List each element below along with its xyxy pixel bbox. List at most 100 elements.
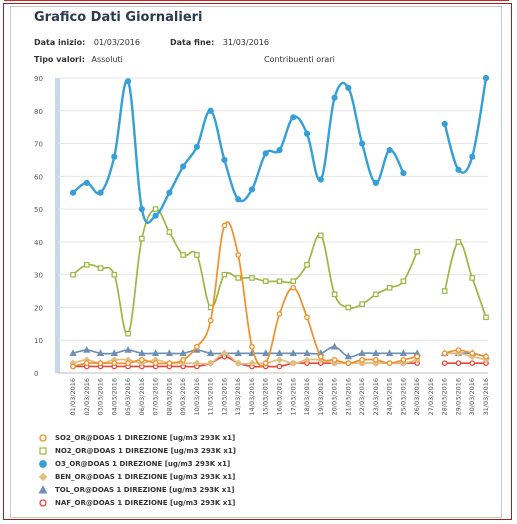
x-tick-label: 04/03/2016 [110,378,118,415]
legend-item[interactable]: TOL_OR@DOAS 1 DIREZIONE [ug/m3 293K x1] [38,483,236,496]
legend-item[interactable]: SO2_OR@DOAS 1 DIREZIONE [ug/m3 293K x1] [38,431,236,444]
data-point [262,278,269,285]
legend-marker-icon [38,484,48,493]
data-point [468,353,476,361]
data-point [331,357,338,363]
chart-legend: SO2_OR@DOAS 1 DIREZIONE [ug/m3 293K x1] N… [38,431,236,509]
legend-item[interactable]: O3_OR@DOAS 1 DIREZIONE [ug/m3 293K x1] [38,457,236,470]
legend-item[interactable]: NO2_OR@DOAS 1 DIREZIONE [ug/m3 293K x1] [38,444,236,457]
start-date-value: 01/03/2016 [93,38,140,47]
data-point [207,317,214,324]
x-tick-label: 28/03/2016 [441,378,449,415]
data-point [97,189,104,196]
data-point [97,360,104,367]
data-point [194,252,200,258]
data-point [345,304,352,311]
data-point [180,357,186,363]
data-point [454,349,462,357]
series-line [72,355,418,368]
x-tick-label: 29/03/2016 [454,378,462,415]
legend-marker-icon [39,433,47,442]
y-tick-label: 80 [34,108,43,116]
data-point [289,349,297,357]
data-point [469,153,476,160]
data-point [359,140,366,147]
data-point [386,147,393,154]
data-point [69,189,77,196]
x-tick-label: 23/03/2016 [372,378,380,415]
legend-label: TOL_OR@DOAS 1 DIREZIONE [ug/m3 293K x1] [55,485,235,494]
legend-marker-icon [39,459,47,468]
series-line [72,345,418,358]
data-point [193,143,200,150]
y-tick-label: 40 [34,239,43,247]
data-point [221,271,228,278]
data-point [235,275,242,281]
data-point [385,349,394,357]
data-point [317,353,324,360]
data-point [455,166,462,173]
data-point [207,107,214,114]
data-point [234,349,242,357]
outer-frame [3,3,512,520]
data-point [276,363,283,370]
x-tick-label: 08/03/2016 [165,378,173,415]
data-point [166,360,173,367]
x-tick-label: 10/03/2016 [193,378,201,415]
legend-label: NAF_OR@DOAS 1 DIREZIONE [ug/m3 293K x1] [55,498,236,507]
data-point [39,459,47,468]
data-point [276,278,283,285]
data-point [317,176,324,183]
data-point [235,252,242,258]
y-tick-label: 0 [34,370,38,378]
data-point [373,291,379,298]
data-point [373,357,379,363]
x-tick-label: 12/03/2016 [220,378,228,415]
data-point [248,186,256,193]
data-point [318,232,324,239]
data-point [331,291,338,298]
data-point [304,262,310,268]
data-point [455,239,462,245]
data-point [111,360,118,367]
y-tick-label: 70 [34,141,43,149]
end-date-value: 31/03/2016 [222,38,269,47]
data-point [331,94,338,101]
data-point [359,301,365,307]
y-tick-label: 20 [34,304,43,312]
data-point [249,275,255,281]
legend-label: BEN_OR@DOAS 1 DIREZIONE [ug/m3 293K x1] [55,472,236,481]
data-point [455,360,462,367]
data-point [221,156,228,164]
data-point [70,271,76,278]
x-tick-label: 07/03/2016 [152,378,160,415]
legend-item[interactable]: BEN_OR@DOAS 1 DIREZIONE [ug/m3 293K x1] [38,470,236,483]
data-point [39,498,47,507]
data-point [83,360,90,367]
data-point [275,349,284,357]
data-point [125,330,131,337]
data-point [70,363,76,370]
data-point [138,206,145,213]
x-tick-label: 30/03/2016 [468,378,476,415]
data-point [124,346,132,353]
start-date-label: Data inizio: [34,38,86,47]
data-point [166,189,173,196]
x-tick-label: 11/03/2016 [207,378,215,415]
data-point [151,349,160,357]
data-point [344,352,352,360]
data-point [193,359,201,367]
series-line [444,349,487,358]
x-tick-label: 18/03/2016 [303,378,311,415]
legend-label: O3_OR@DOAS 1 DIREZIONE [ug/m3 293K x1] [55,459,231,468]
data-point [125,360,131,367]
data-point [441,288,448,294]
data-point [39,446,47,455]
x-tick-label: 24/03/2016 [386,378,394,415]
x-tick-label: 03/03/2016 [97,378,105,415]
legend-item[interactable]: NAF_OR@DOAS 1 DIREZIONE [ug/m3 293K x1] [38,496,236,509]
data-point [194,343,200,350]
x-tick-label: 26/03/2016 [413,378,421,415]
data-point [262,360,269,367]
data-point [97,265,104,271]
